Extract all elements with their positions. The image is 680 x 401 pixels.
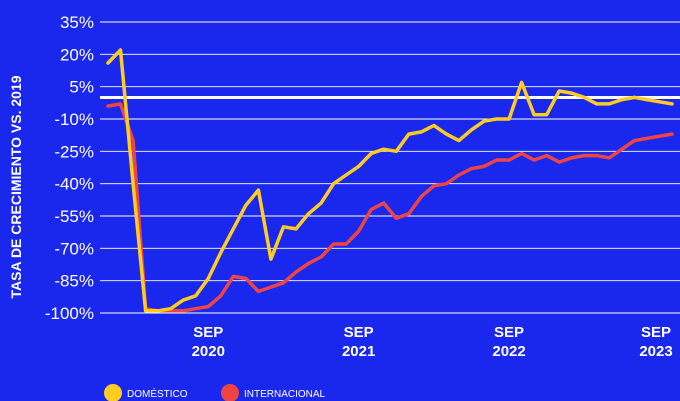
legend-swatch [104, 384, 122, 401]
series-line-internacional [106, 102, 674, 313]
x-tick-label-year: 2023 [639, 343, 672, 360]
y-tick-label: -40% [54, 175, 94, 194]
legend-swatch [221, 384, 239, 401]
x-tick-label-month: SEP [494, 324, 524, 341]
y-axis-ticks: 35% 20% 5% -10% -25% -40% -55% -70% -85% -100% [45, 13, 94, 323]
x-tick-label-month: SEP [641, 324, 671, 341]
legend-label: DOMÉSTICO [127, 387, 188, 400]
x-tick-label-year: 2020 [192, 343, 225, 360]
x-tick-label-year: 2022 [492, 343, 525, 360]
legend-label: INTERNACIONAL [244, 389, 326, 400]
y-tick-label: -10% [54, 110, 94, 129]
y-tick-label: -100% [45, 304, 94, 323]
y-tick-label: -70% [54, 239, 94, 258]
y-tick-label: 5% [69, 78, 94, 97]
y-tick-label: -55% [54, 207, 94, 226]
y-tick-label: 20% [60, 45, 94, 64]
series-line-dom-stico [106, 48, 674, 313]
x-tick-label-year: 2021 [342, 343, 375, 360]
x-axis-ticks: SEP 2020 SEP 2021 SEP 2022 SEP 2023 [192, 324, 673, 360]
legend: DOMÉSTICO INTERNACIONAL [104, 384, 326, 401]
y-tick-label: -25% [54, 142, 94, 161]
y-tick-label: -85% [54, 272, 94, 291]
y-axis-label: TASA DE CRECIMIENTO VS. 2019 [8, 75, 24, 298]
x-tick-label-month: SEP [344, 324, 374, 341]
grid-lines [100, 21, 680, 314]
x-tick-label-month: SEP [193, 324, 223, 341]
series-lines [106, 48, 674, 313]
y-tick-label: 35% [60, 13, 94, 32]
